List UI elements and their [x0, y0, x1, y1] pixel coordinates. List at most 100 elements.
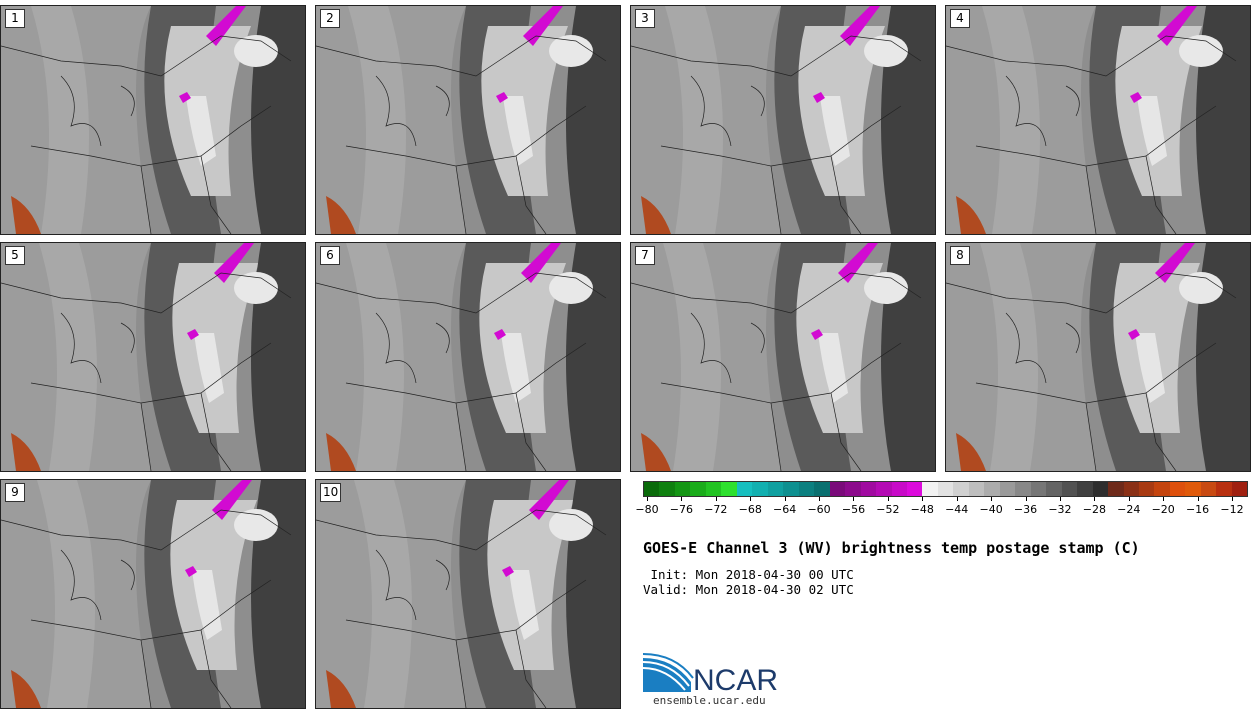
cold-tops	[192, 570, 222, 640]
site-url: ensemble.ucar.edu	[653, 694, 766, 707]
cold-cloud-cell	[185, 566, 197, 577]
colorbar-tick-label: −20	[1151, 503, 1175, 516]
cold-tops	[501, 333, 531, 403]
moist-band-west	[663, 243, 721, 471]
colorbar-tick-label: −56	[841, 503, 866, 516]
map-borders	[631, 272, 922, 471]
colorbar-tick	[1059, 497, 1061, 501]
cloud-cluster	[234, 272, 278, 304]
colorbar-swatch	[814, 482, 830, 496]
moist-band-west	[348, 6, 406, 234]
panel-number: 4	[950, 9, 970, 28]
colorbar-swatch	[937, 482, 954, 496]
colorbar-tick-label: −60	[807, 503, 831, 516]
colorbar-swatch	[783, 482, 799, 496]
cold-cloud-cell	[502, 566, 514, 577]
panel-number: 9	[5, 483, 25, 502]
stamp-panel-3: 3	[630, 5, 936, 235]
colorbar-tick	[1025, 497, 1027, 501]
colorbar-swatch	[860, 482, 877, 496]
colorbar-swatch	[829, 482, 846, 496]
cloud-cluster	[864, 272, 908, 304]
wv-map	[1, 6, 305, 234]
colorbar-swatch	[999, 482, 1016, 496]
stamp-panel-8: 8	[945, 242, 1251, 472]
moist-band-west	[665, 6, 723, 234]
colorbar-tick	[1128, 497, 1130, 501]
colorbar-tick-label: −32	[1048, 503, 1072, 516]
cold-cloud-tops	[523, 6, 563, 46]
colorbar-tick	[991, 497, 993, 501]
wv-map	[316, 243, 620, 471]
panel-number: 10	[320, 483, 342, 502]
warm-dry-patch	[641, 433, 671, 471]
stamp-panel-6: 6	[315, 242, 621, 472]
colorbar-swatch	[752, 482, 768, 496]
colorbar-swatch	[845, 482, 861, 496]
cloud-cluster	[1179, 35, 1223, 67]
cold-cloud-tops	[521, 243, 561, 283]
colorbar-swatch	[1139, 482, 1155, 496]
panel-number: 8	[950, 246, 970, 265]
cold-cloud-cell	[187, 329, 199, 340]
colorbar-tick	[681, 497, 683, 501]
wv-map	[631, 6, 935, 234]
colorbar-tick	[1197, 497, 1199, 501]
colorbar-tick	[819, 497, 821, 501]
cloud-cluster	[549, 509, 593, 541]
map-borders	[631, 35, 922, 234]
moist-band-west	[31, 6, 89, 234]
colorbar-tick-label: −52	[876, 503, 900, 516]
panel-number: 6	[320, 246, 340, 265]
logo-text: NCAR	[693, 664, 778, 696]
colorbar-tick	[750, 497, 752, 501]
cold-cloud-tops	[838, 243, 878, 283]
colorbar-swatch	[1185, 482, 1201, 496]
colorbar-tick-label: −72	[704, 503, 728, 516]
colorbar-tick	[1163, 497, 1165, 501]
ncar-logo: NCAR	[642, 652, 793, 697]
colorbar-swatch	[968, 482, 985, 496]
colorbar-tick-label: −64	[773, 503, 797, 516]
cold-cloud-tops	[214, 243, 254, 283]
colorbar-swatch	[906, 482, 923, 496]
colorbar-swatch	[891, 482, 907, 496]
cloud-cluster	[234, 509, 278, 541]
cold-cloud-cell	[179, 92, 191, 103]
map-borders	[1, 509, 292, 708]
warm-dry-patch	[11, 433, 41, 471]
colorbar-tick	[1232, 497, 1233, 501]
colorbar-swatch	[1154, 482, 1170, 496]
map-borders	[1, 35, 292, 234]
colorbar	[643, 481, 1248, 497]
colorbar-tick-label: −44	[945, 503, 969, 516]
warm-dry-patch	[11, 670, 41, 708]
colorbar-tick-label: −68	[738, 503, 762, 516]
moist-band-west	[37, 480, 95, 708]
colorbar-swatch	[1231, 482, 1248, 496]
colorbar-swatch	[1169, 482, 1186, 496]
warm-dry-patch	[956, 433, 986, 471]
cold-tops	[194, 333, 224, 403]
colorbar-tick-label: −40	[979, 503, 1003, 516]
warm-dry-patch	[326, 196, 356, 234]
colorbar-tick-label: −48	[910, 503, 934, 516]
map-borders	[316, 272, 607, 471]
cold-cloud-cell	[811, 329, 823, 340]
colorbar-swatch	[721, 482, 737, 496]
panel-number: 3	[635, 9, 655, 28]
colorbar-swatch	[690, 482, 706, 496]
colorbar-swatch	[876, 482, 892, 496]
stamp-panel-5: 5	[0, 242, 306, 472]
colorbar-tick-label: −24	[1117, 503, 1141, 516]
colorbar-tick	[715, 497, 717, 501]
cold-tops	[1137, 96, 1167, 166]
colorbar-tick	[1094, 497, 1096, 501]
cold-cloud-tops	[840, 6, 880, 46]
colorbar-swatch	[1077, 482, 1093, 496]
colorbar-swatch	[659, 482, 675, 496]
cold-cloud-cell	[1128, 329, 1140, 340]
warm-dry-patch	[641, 196, 671, 234]
map-borders	[316, 35, 607, 234]
wv-map	[946, 243, 1250, 471]
